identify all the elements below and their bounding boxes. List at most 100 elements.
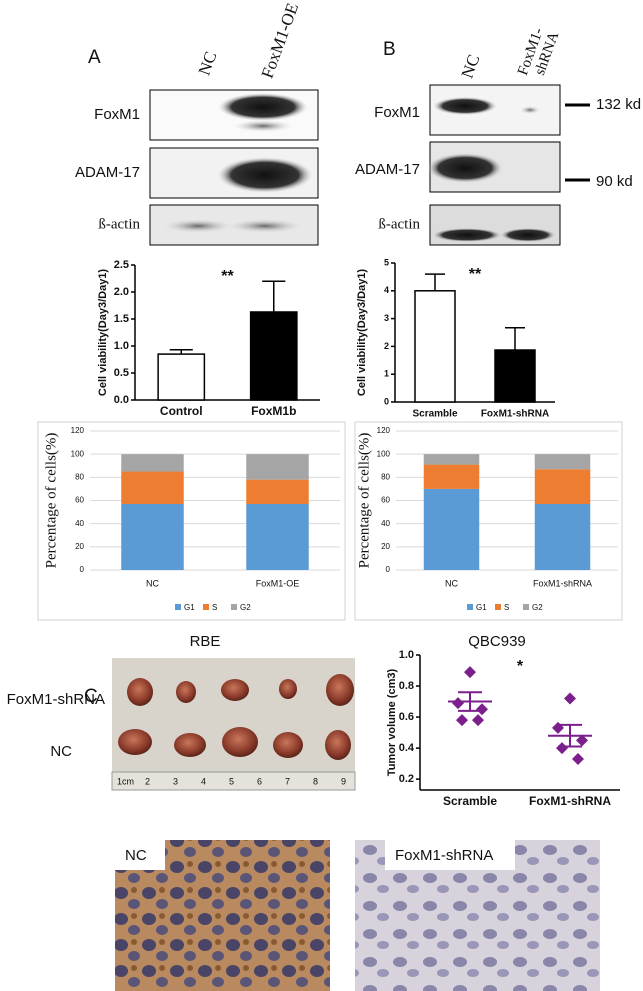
ruler-label: 7 bbox=[285, 776, 290, 786]
y-tick-label: 20 bbox=[381, 542, 390, 551]
y-axis-title: Cell viability(Day3/Day1) bbox=[97, 269, 109, 397]
blot-row: ADAM-17 bbox=[75, 164, 140, 181]
bar-segment bbox=[121, 471, 184, 504]
y-tick-label: 60 bbox=[75, 496, 84, 505]
x-tick-label: Control bbox=[160, 404, 203, 418]
data-point bbox=[576, 734, 588, 747]
data-point bbox=[452, 697, 464, 710]
blot-row: ADAM-17 bbox=[355, 161, 420, 178]
data-point bbox=[464, 666, 476, 679]
legend-swatch bbox=[175, 604, 181, 610]
bar-segment bbox=[423, 464, 480, 489]
x-tick-label: NC bbox=[146, 578, 159, 588]
chart-frame bbox=[354, 421, 623, 621]
y-tick-label: 0 bbox=[384, 396, 389, 406]
ruler-label: 6 bbox=[257, 776, 262, 786]
y-tick-label: 0.5 bbox=[114, 367, 129, 379]
bar-segment bbox=[246, 454, 309, 480]
ruler-label: 1cm bbox=[117, 776, 134, 786]
y-tick-label: 40 bbox=[75, 519, 84, 528]
ruler-label: 2 bbox=[145, 776, 150, 786]
data-point bbox=[564, 692, 576, 705]
y-tick-label: 0.2 bbox=[399, 773, 414, 785]
bar-segment bbox=[121, 454, 184, 472]
blot-row: FoxM1 bbox=[374, 104, 420, 121]
data-point bbox=[472, 714, 484, 727]
y-tick-label: 2 bbox=[384, 341, 389, 351]
annotation: ** bbox=[221, 268, 234, 285]
y-tick-label: 0.6 bbox=[399, 711, 414, 723]
x-tick-label: FoxM1-shRNA bbox=[481, 409, 549, 420]
tumor-photo bbox=[111, 658, 356, 791]
ruler-label: 5 bbox=[229, 776, 234, 786]
bar bbox=[249, 311, 298, 401]
chart-frame bbox=[37, 421, 346, 621]
ruler-label: 9 bbox=[341, 776, 346, 786]
ruler-label: 8 bbox=[313, 776, 318, 786]
y-tick-label: 3 bbox=[384, 313, 389, 323]
x-tick-label: FoxM1-shRNA bbox=[529, 794, 611, 808]
y-axis-title: Cell viability(Day3/Day1) bbox=[356, 269, 368, 397]
bar bbox=[157, 353, 206, 401]
blot-a bbox=[149, 89, 319, 246]
data-point bbox=[552, 721, 564, 734]
bar-segment bbox=[423, 454, 480, 465]
x-tick-label: FoxM1-OE bbox=[256, 578, 300, 588]
histology-label: NC bbox=[125, 847, 147, 864]
legend-label: S bbox=[504, 603, 509, 612]
x-tick-label: FoxM1b bbox=[251, 404, 296, 418]
y-tick-label: 0 bbox=[386, 565, 391, 574]
bar-segment bbox=[534, 503, 591, 570]
bar-segment bbox=[246, 479, 309, 504]
y-tick-label: 0.8 bbox=[399, 680, 414, 692]
y-tick-label: 2.5 bbox=[114, 259, 129, 271]
annotation: ** bbox=[469, 266, 482, 283]
panel-label: A bbox=[88, 47, 101, 68]
blot-column: NC bbox=[458, 52, 484, 81]
blot-row: FoxM1 bbox=[94, 106, 140, 123]
legend-swatch bbox=[231, 604, 237, 610]
legend-swatch bbox=[203, 604, 209, 610]
ruler-label: 3 bbox=[173, 776, 178, 786]
blot-b bbox=[427, 84, 590, 246]
ruler-label: 4 bbox=[201, 776, 206, 786]
blot-row: ß-actin bbox=[378, 216, 420, 232]
x-tick-label: FoxM1-shRNA bbox=[533, 578, 592, 588]
chart-caption: QBC939 bbox=[468, 633, 526, 650]
legend-label: S bbox=[212, 603, 217, 612]
x-tick-label: Scramble bbox=[443, 794, 497, 808]
bar-segment bbox=[246, 503, 309, 570]
y-tick-label: 120 bbox=[377, 426, 391, 435]
label-box bbox=[385, 840, 515, 870]
y-axis-title: Tumor volume (cm3) bbox=[386, 668, 398, 776]
legend-swatch bbox=[523, 604, 529, 610]
y-tick-label: 0 bbox=[80, 565, 85, 574]
bar bbox=[414, 290, 456, 403]
panel-label: C bbox=[84, 686, 98, 707]
annotation: * bbox=[517, 658, 524, 675]
label-box bbox=[115, 840, 165, 870]
y-tick-label: 1.0 bbox=[399, 649, 414, 661]
y-tick-label: 80 bbox=[381, 472, 390, 481]
legend-label: G2 bbox=[532, 603, 543, 612]
bar-segment bbox=[423, 488, 480, 570]
size-marker: 132 kd bbox=[596, 96, 641, 113]
data-point bbox=[572, 752, 584, 765]
y-tick-label: 0.0 bbox=[114, 394, 129, 406]
data-point bbox=[556, 742, 568, 755]
y-tick-label: 1.0 bbox=[114, 340, 129, 352]
blot-row: ß-actin bbox=[98, 216, 140, 232]
data-point bbox=[476, 703, 488, 716]
y-tick-label: 100 bbox=[377, 449, 391, 458]
blot-column: FoxM1-OE bbox=[258, 1, 303, 81]
bar-segment bbox=[121, 503, 184, 570]
y-tick-label: 5 bbox=[384, 257, 389, 267]
chart-caption: RBE bbox=[190, 633, 221, 650]
data-point bbox=[456, 714, 468, 727]
histology-label: FoxM1-shRNA bbox=[395, 847, 493, 864]
y-tick-label: 60 bbox=[381, 496, 390, 505]
y-tick-label: 1.5 bbox=[114, 313, 129, 325]
x-tick-label: NC bbox=[445, 578, 458, 588]
panel-label: B bbox=[383, 39, 396, 60]
